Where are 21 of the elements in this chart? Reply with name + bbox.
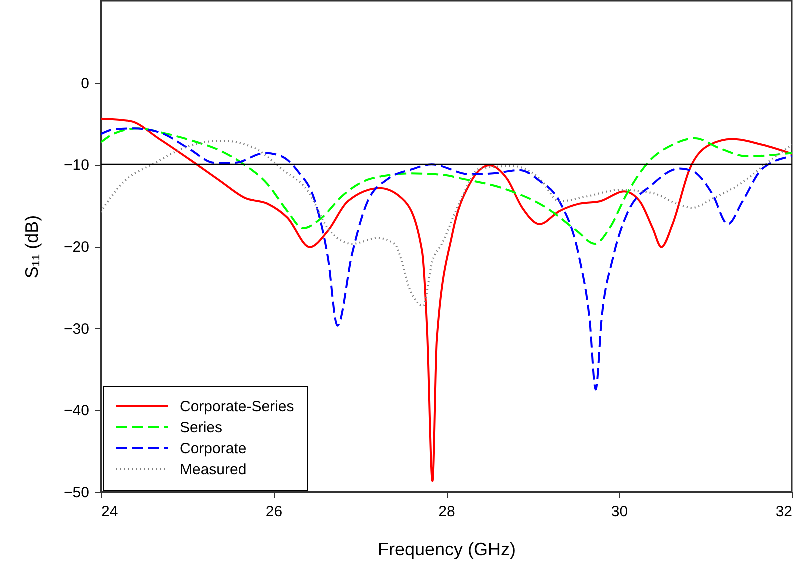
line-series — [101, 128, 792, 391]
y-axis-title: S₁₁ (dB) — [22, 215, 42, 279]
y-tick-label: −50 — [64, 484, 90, 502]
line-series — [101, 118, 792, 482]
y-tick-label: −30 — [64, 320, 90, 338]
x-axis-title: Frequency (GHz) — [378, 540, 516, 560]
x-tick-label: 30 — [611, 504, 628, 520]
x-tick-label: 28 — [438, 504, 456, 520]
x-tick-label: 24 — [102, 504, 118, 520]
legend-label: Corporate — [180, 440, 247, 458]
legend-label: Corporate-Series — [180, 398, 294, 416]
legend-label: Measured — [180, 462, 247, 478]
y-tick-label: −10 — [64, 157, 90, 174]
legend-label: Series — [180, 420, 223, 436]
x-tick-label: 26 — [266, 504, 283, 520]
y-tick-label: −20 — [64, 239, 90, 256]
x-tick-label: 32 — [776, 504, 792, 520]
line-series — [101, 140, 792, 308]
y-tick-label: 0 — [81, 75, 90, 92]
line-series — [101, 128, 792, 246]
y-tick-label: −40 — [64, 402, 90, 420]
